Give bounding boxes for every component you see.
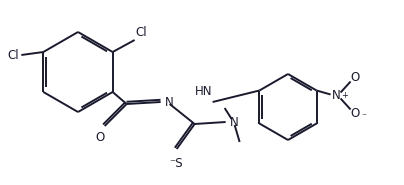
Text: +: + [341,90,349,100]
Text: O: O [95,131,104,144]
Text: ⁻S: ⁻S [169,157,183,170]
Text: N: N [165,95,173,108]
Text: Cl: Cl [136,26,147,39]
Text: HN: HN [195,85,213,98]
Text: O: O [350,71,359,84]
Text: Cl: Cl [8,48,19,61]
Text: N: N [229,115,238,129]
Text: ⁻: ⁻ [362,112,367,122]
Text: O: O [350,107,359,120]
Text: N: N [332,89,341,102]
